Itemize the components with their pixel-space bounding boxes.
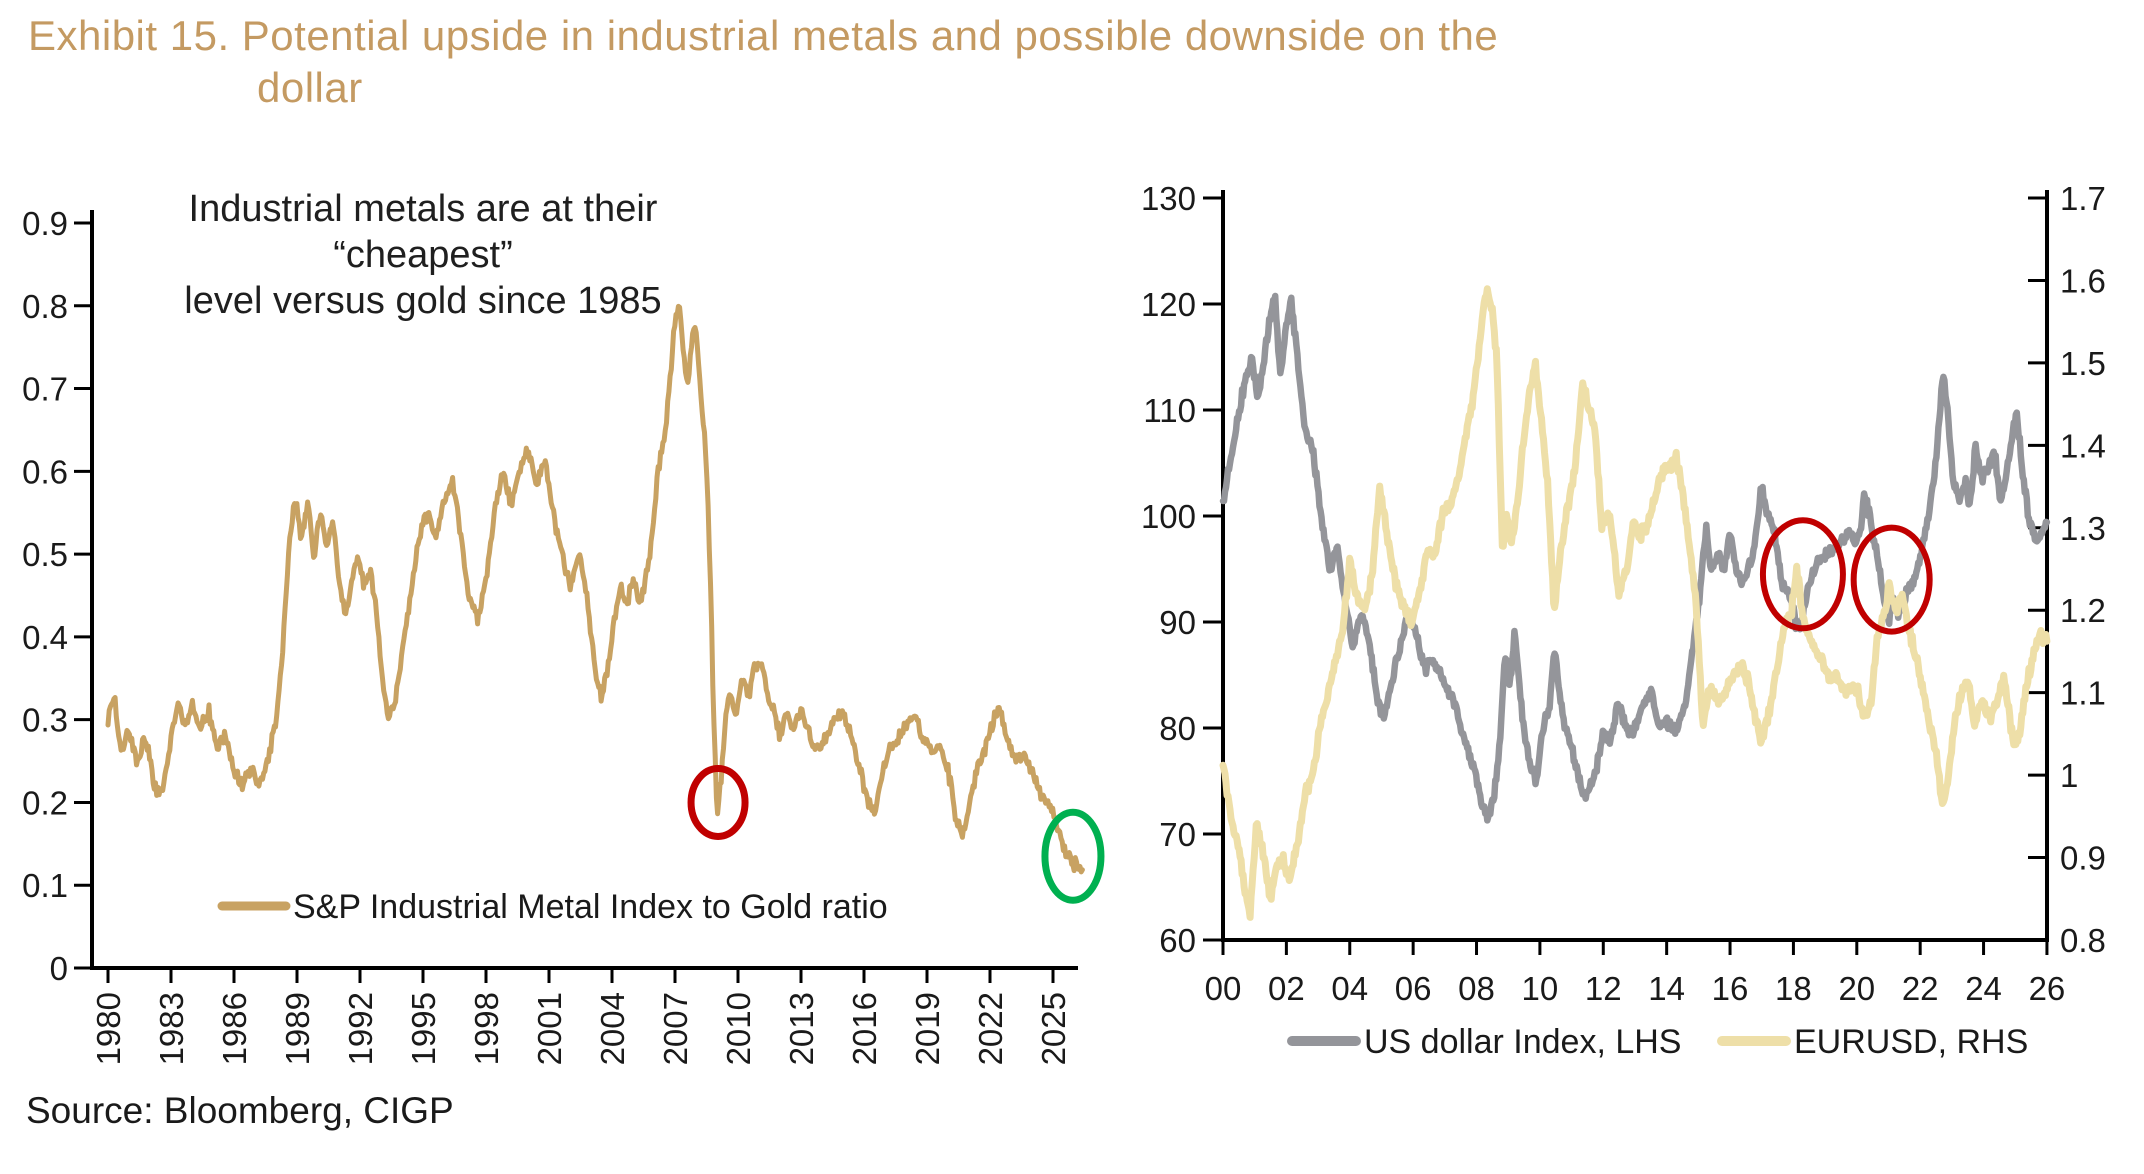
right-chart-x-tick-label: 06 xyxy=(1395,970,1432,1007)
right-chart-left-tick-label: 100 xyxy=(1141,498,1196,535)
left-chart-x-tick-label: 2022 xyxy=(972,992,1009,1065)
left-chart-y-tick-label: 0.9 xyxy=(22,205,68,242)
left-chart-x-tick-label: 1995 xyxy=(405,992,442,1065)
left-chart-x-tick-label: 2025 xyxy=(1035,992,1072,1065)
left-chart-title-line2: level versus gold since 1985 xyxy=(184,280,662,322)
right-chart-left-tick-label: 80 xyxy=(1159,710,1196,747)
left-chart-y-tick-label: 0.6 xyxy=(22,453,68,490)
left-chart-y-tick-label: 0.1 xyxy=(22,867,68,904)
right-chart-x-tick-label: 08 xyxy=(1458,970,1495,1007)
right-chart-right-tick-label: 1.7 xyxy=(2060,180,2106,217)
right-chart-left-tick-label: 110 xyxy=(1143,392,1196,429)
left-chart-y-tick-label: 0.4 xyxy=(22,619,68,656)
right-chart-right-tick-label: 1.2 xyxy=(2060,592,2106,629)
left-chart-x-tick-label: 1989 xyxy=(279,992,316,1065)
left-chart-x-tick-label: 2001 xyxy=(531,992,568,1065)
right-chart-left-tick-label: 70 xyxy=(1159,816,1196,853)
left-chart-x-tick-label: 2004 xyxy=(594,992,631,1065)
right-chart-x-tick-label: 04 xyxy=(1331,970,1368,1007)
left-chart-y-tick-label: 0.8 xyxy=(22,288,68,325)
right-chart-left-tick-label: 90 xyxy=(1159,604,1196,641)
left-chart-x-tick-label: 1983 xyxy=(153,992,190,1065)
left-chart-y-tick-label: 0.2 xyxy=(22,784,68,821)
left-chart-y-tick-label: 0.5 xyxy=(22,536,68,573)
right-chart-x-tick-label: 22 xyxy=(1902,970,1939,1007)
right-chart-left-tick-label: 120 xyxy=(1141,286,1196,323)
usd-2018-dip-circle xyxy=(1759,517,1846,632)
left-chart-y-tick-label: 0.3 xyxy=(22,702,68,739)
right-chart-left-tick-label: 60 xyxy=(1159,922,1196,959)
right-chart-x-tick-label: 20 xyxy=(1838,970,1875,1007)
left-chart-x-tick-label: 1998 xyxy=(468,992,505,1065)
left-chart-x-tick-label: 1980 xyxy=(90,992,127,1065)
right-chart-x-tick-label: 18 xyxy=(1775,970,1812,1007)
left-chart-x-tick-label: 2016 xyxy=(846,992,883,1065)
left-chart-x-tick-label: 2019 xyxy=(909,992,946,1065)
left-chart-legend-label: S&P Industrial Metal Index to Gold ratio xyxy=(293,888,888,926)
usd-index-line xyxy=(1219,292,2051,824)
usd-2021-dip-circle xyxy=(1850,524,1933,635)
metals-gold-ratio-line xyxy=(105,303,1085,875)
right-chart-x-tick-label: 24 xyxy=(1965,970,2002,1007)
right-chart-right-tick-label: 0.8 xyxy=(2060,922,2106,959)
right-chart-x-tick-label: 00 xyxy=(1205,970,1242,1007)
left-chart-title: Industrial metals are at their “cheapest… xyxy=(118,186,728,324)
left-chart-x-tick-label: 2013 xyxy=(783,992,820,1065)
left-chart-x-tick-label: 1992 xyxy=(342,992,379,1065)
exhibit-title-line2: dollar xyxy=(257,64,363,111)
left-chart-x-tick-label: 2007 xyxy=(657,992,694,1065)
right-chart-right-tick-label: 0.9 xyxy=(2060,840,2106,877)
right-chart-right-tick-label: 1.4 xyxy=(2060,427,2106,464)
right-chart-x-tick-label: 16 xyxy=(1712,970,1749,1007)
right-chart-x-tick-label: 14 xyxy=(1648,970,1685,1007)
right-chart-right-tick-label: 1 xyxy=(2060,757,2078,794)
right-chart-left-tick-label: 130 xyxy=(1141,180,1196,217)
exhibit-title-line1: Exhibit 15. Potential upside in industri… xyxy=(28,12,1499,59)
left-chart-y-tick-label: 0.7 xyxy=(22,371,68,408)
right-chart-x-tick-label: 10 xyxy=(1522,970,1559,1007)
left-chart-title-line1: Industrial metals are at their “cheapest… xyxy=(188,188,658,276)
gfc-low-circle xyxy=(687,764,749,840)
right-chart-x-tick-label: 12 xyxy=(1585,970,1622,1007)
eurusd-legend-label: EURUSD, RHS xyxy=(1794,1023,2028,1061)
source-text: Source: Bloomberg, CIGP xyxy=(26,1090,454,1131)
eurusd-line xyxy=(1219,285,2051,921)
right-chart-x-tick-label: 26 xyxy=(2029,970,2066,1007)
left-chart-y-tick-label: 0 xyxy=(50,950,68,987)
current-low-circle xyxy=(1041,808,1105,904)
right-chart-right-tick-label: 1.5 xyxy=(2060,345,2106,382)
right-chart-x-tick-label: 02 xyxy=(1268,970,1305,1007)
right-chart-right-tick-label: 1.6 xyxy=(2060,262,2106,299)
right-chart-right-tick-label: 1.3 xyxy=(2060,510,2106,547)
usd-index-legend-label: US dollar Index, LHS xyxy=(1364,1023,1682,1061)
left-chart-x-tick-label: 2010 xyxy=(720,992,757,1065)
right-chart-right-tick-label: 1.1 xyxy=(2060,675,2106,712)
left-chart-x-tick-label: 1986 xyxy=(216,992,253,1065)
